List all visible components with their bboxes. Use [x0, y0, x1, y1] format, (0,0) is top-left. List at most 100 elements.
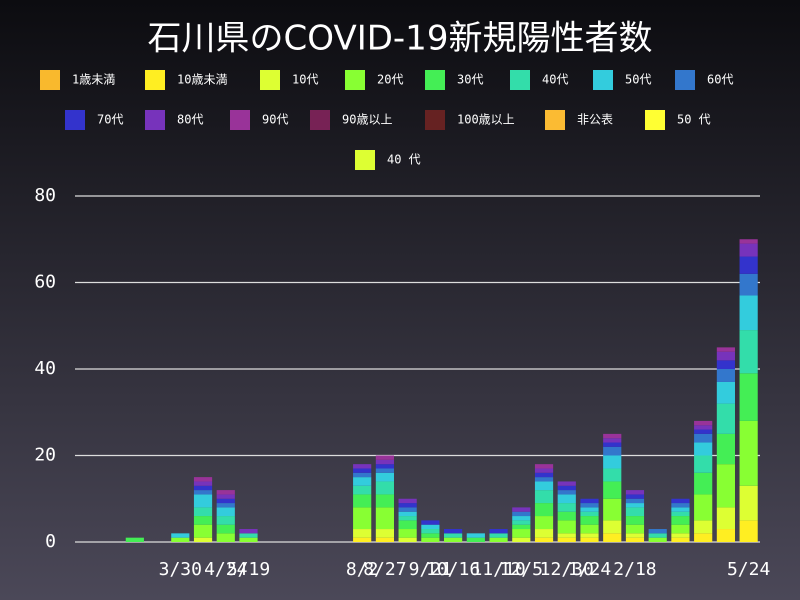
- bar-segment: [398, 537, 417, 542]
- bar-segment: [239, 529, 258, 534]
- bar-segment: [375, 507, 394, 530]
- bar-segment: [353, 537, 372, 542]
- bar-segment: [534, 516, 554, 530]
- bar-segment: [603, 520, 622, 534]
- bar-segment: [603, 468, 622, 482]
- bar-segment: [557, 511, 576, 521]
- bar-segment: [216, 490, 235, 495]
- bar-segment: [716, 351, 735, 361]
- bar-segment: [193, 516, 213, 525]
- bar-segment: [375, 464, 394, 469]
- bar-segment: [580, 511, 599, 517]
- bar-segment: [580, 524, 599, 534]
- bar-segment: [716, 347, 735, 352]
- bar-segment: [534, 481, 554, 491]
- bar-segment: [694, 429, 713, 434]
- bar-segment: [557, 503, 576, 512]
- bar-segment: [398, 507, 417, 512]
- bar-segment: [603, 433, 622, 439]
- bar-segment: [625, 494, 645, 499]
- bar-segment: [353, 494, 372, 508]
- legend-label: 20代: [377, 73, 403, 87]
- bar-segment: [353, 472, 372, 478]
- bar-segment: [512, 537, 531, 542]
- bar-segment: [739, 520, 758, 542]
- bar-segment: [557, 537, 576, 542]
- bar-segment: [466, 533, 485, 538]
- bar-segment: [557, 485, 576, 491]
- bar-segment: [193, 477, 213, 482]
- legend-label: 50代: [625, 73, 651, 87]
- bar-segment: [671, 503, 690, 508]
- bar-segment: [716, 529, 735, 542]
- bar-segment: [375, 529, 394, 538]
- legend-swatch: [260, 70, 280, 90]
- bar-segment: [534, 490, 554, 504]
- bar-segment: [534, 468, 554, 473]
- bar-segment: [580, 507, 599, 512]
- bar-segment: [512, 524, 531, 530]
- bar-segment: [648, 529, 667, 534]
- bar-segment: [375, 472, 394, 482]
- bar-segment: [716, 381, 735, 404]
- bar-segment: [193, 507, 213, 517]
- bar-segment: [603, 442, 622, 447]
- legend-label: 100歳以上: [457, 113, 515, 127]
- bar-segment: [694, 472, 713, 495]
- x-tick-label: 5/24: [727, 559, 770, 580]
- x-tick-label: 11/10: [471, 559, 525, 580]
- bar-segment: [534, 464, 554, 469]
- bar-segment: [603, 455, 622, 469]
- bar-segment: [398, 511, 417, 517]
- bar-segment: [421, 533, 440, 538]
- bar-segment: [603, 446, 622, 456]
- bar-segment: [444, 537, 463, 542]
- bar-segment: [580, 516, 599, 525]
- legend-label: 10歳未満: [177, 73, 227, 87]
- bar-segment: [580, 537, 599, 542]
- bar-segment: [671, 511, 690, 517]
- bar-segment: [694, 425, 713, 430]
- bar-segment: [694, 420, 713, 426]
- bar-segment: [739, 273, 758, 296]
- legend-swatch: [425, 110, 445, 130]
- bar-segment: [739, 373, 758, 421]
- legend-label: 80代: [177, 113, 203, 127]
- bar-segment: [716, 403, 735, 434]
- bar-segment: [671, 516, 690, 525]
- bar-segment: [353, 477, 372, 486]
- legend-label: 40 代: [387, 153, 421, 167]
- legend-label: 50 代: [677, 113, 711, 127]
- bar-segment: [716, 507, 735, 530]
- bar-segment: [193, 490, 213, 495]
- bar-segment: [421, 537, 440, 542]
- y-tick-label: 60: [34, 272, 56, 293]
- bar-segment: [125, 537, 144, 542]
- bar-segment: [353, 485, 372, 495]
- legend-label: 60代: [707, 73, 733, 87]
- bar-segment: [512, 529, 531, 538]
- bar-segment: [694, 520, 713, 534]
- bar-segment: [398, 516, 417, 521]
- bar-segment: [193, 524, 213, 538]
- legend-swatch: [145, 70, 165, 90]
- legend-swatch: [593, 70, 613, 90]
- y-tick-label: 20: [34, 445, 56, 466]
- x-tick-label: 2/18: [613, 559, 656, 580]
- bar-segment: [603, 533, 622, 542]
- bar-segment: [625, 524, 645, 534]
- bar-segment: [216, 503, 235, 508]
- bar-segment: [739, 330, 758, 374]
- bar-segment: [648, 533, 667, 538]
- legend-swatch: [355, 150, 375, 170]
- bar-segment: [239, 533, 258, 538]
- bar-segment: [739, 485, 758, 521]
- bar-segment: [603, 498, 622, 521]
- bar-segment: [557, 494, 576, 504]
- legend-label: 30代: [457, 73, 483, 87]
- bar-segment: [512, 520, 531, 525]
- bar-segment: [353, 464, 372, 469]
- legend-swatch: [510, 70, 530, 90]
- bar-segment: [512, 511, 531, 517]
